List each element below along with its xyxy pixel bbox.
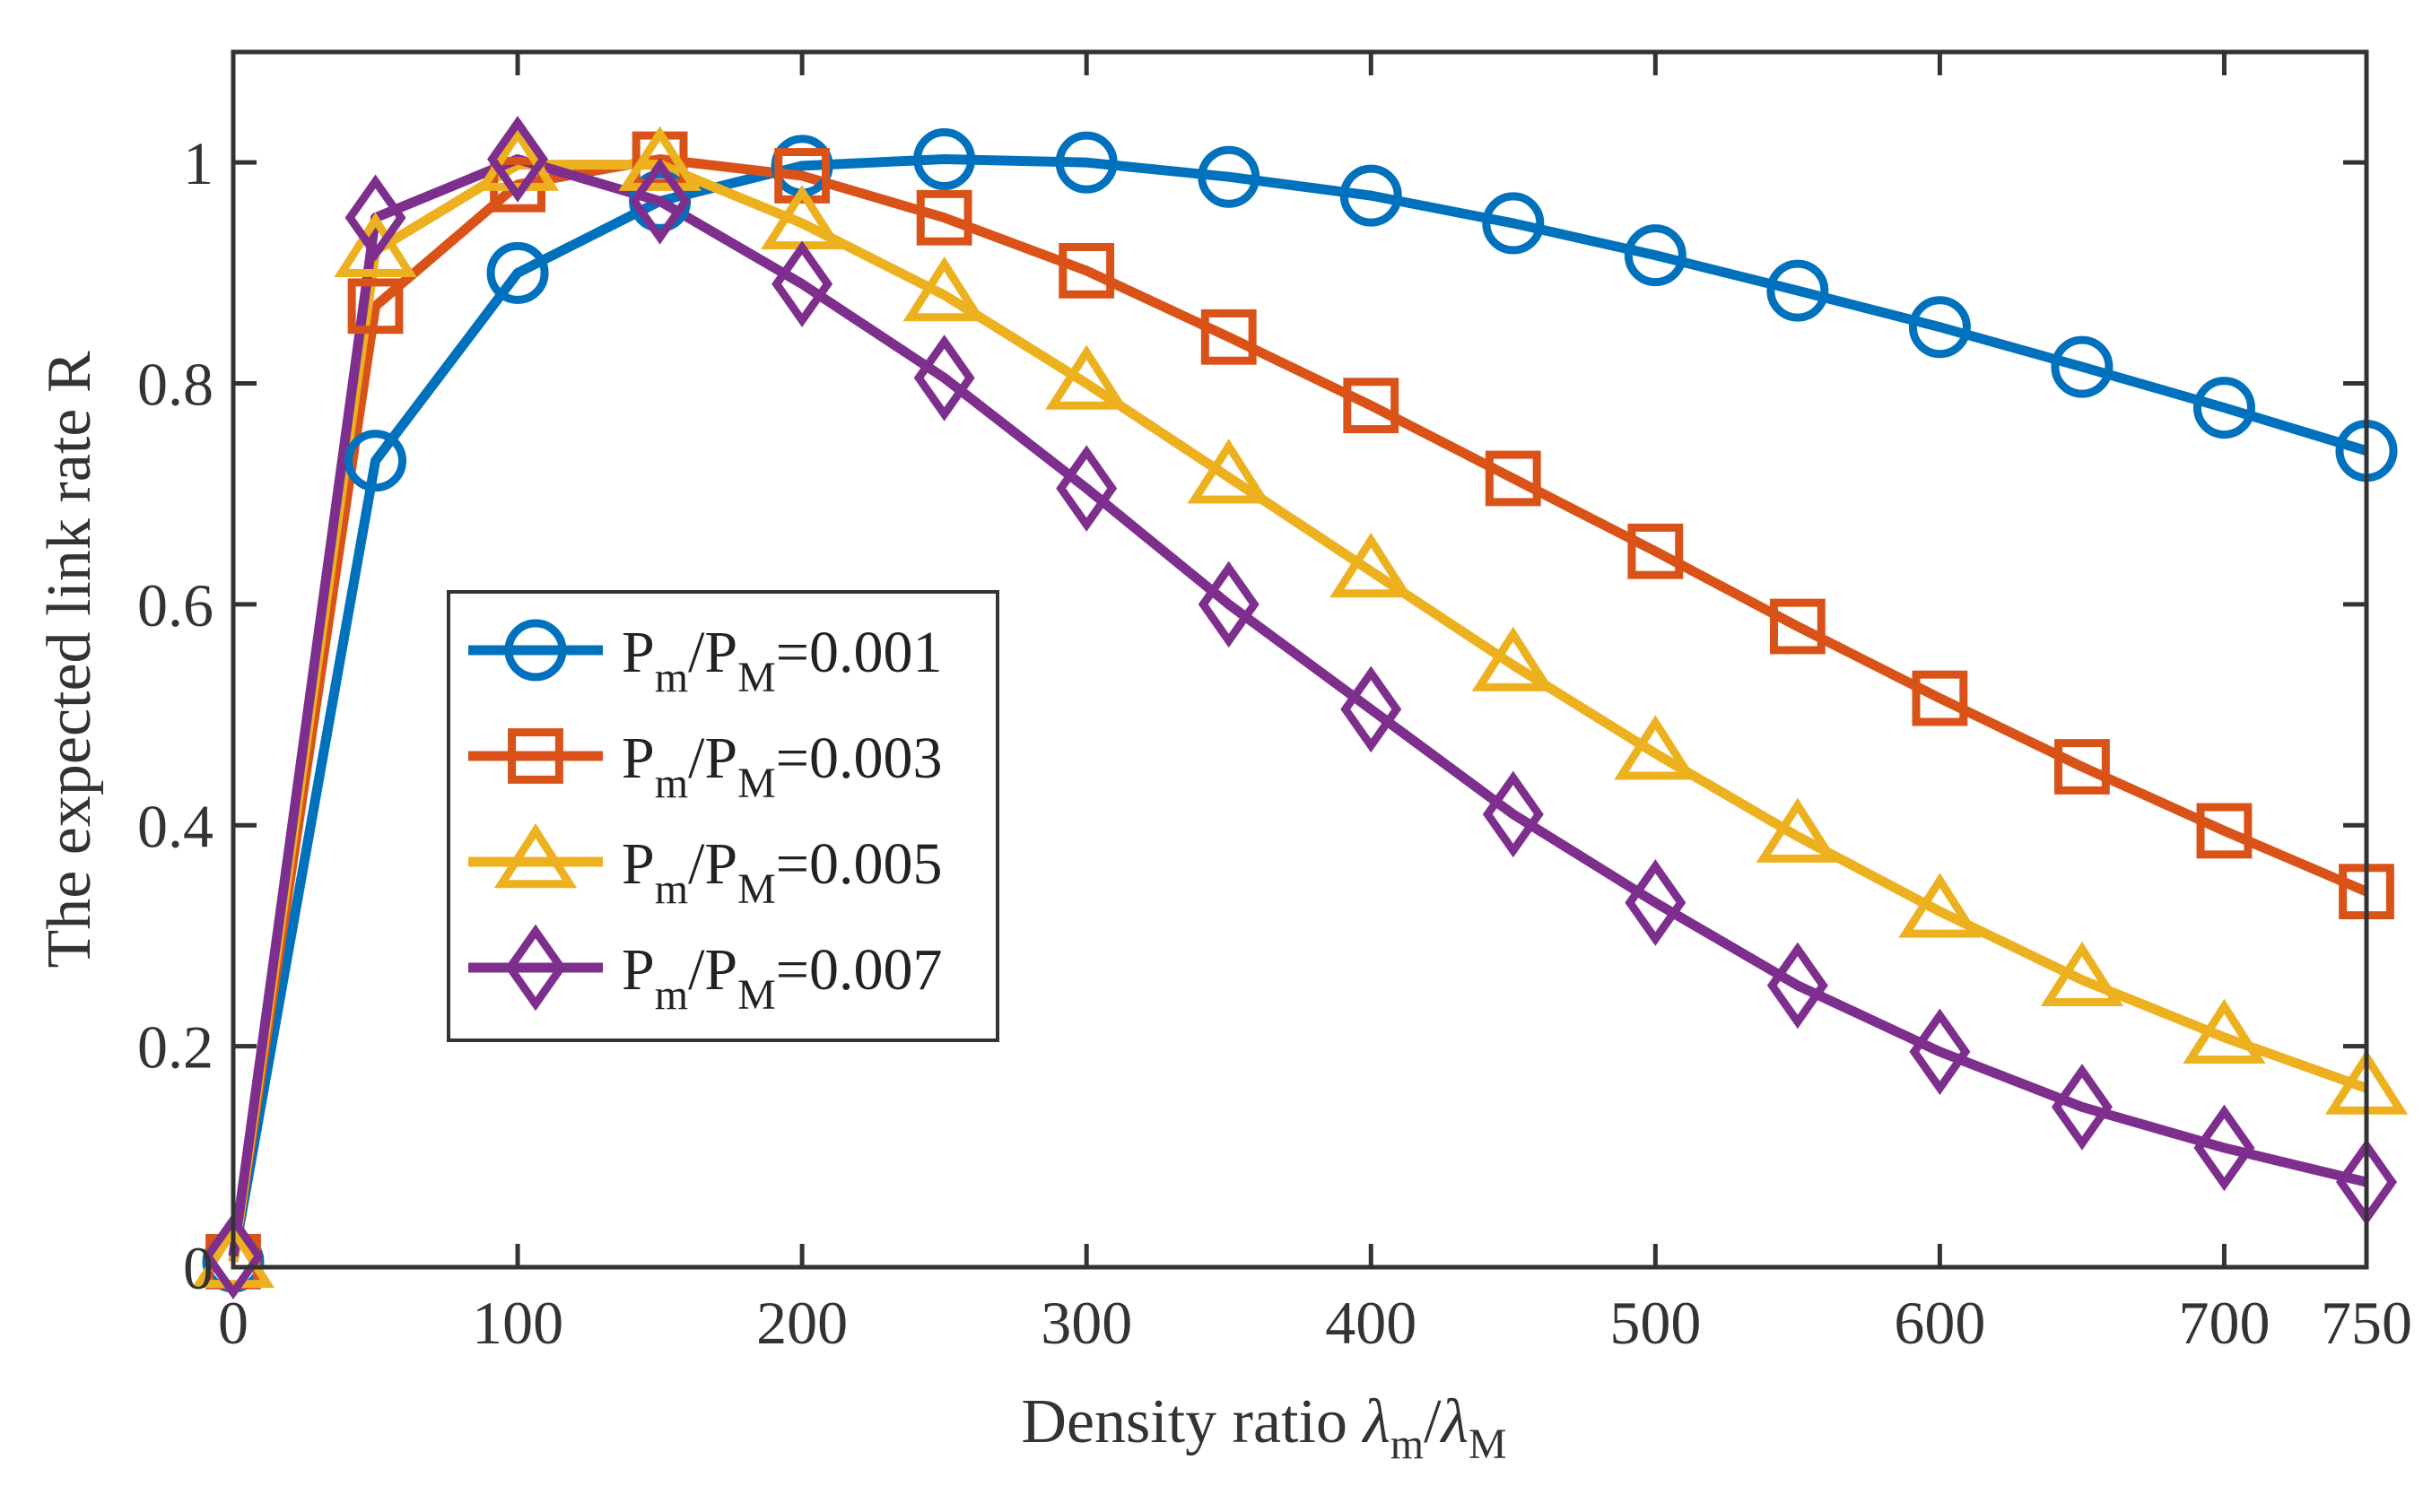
y-tick-label: 0.6 <box>137 571 214 639</box>
axis-labels: Density ratio λm/λM The expected link rat… <box>35 351 1507 1468</box>
data-point-s2-13 <box>2054 739 2110 795</box>
data-point-s1-11 <box>1766 259 1829 322</box>
data-point-s4-8 <box>1340 665 1402 753</box>
data-point-s2-5 <box>916 189 972 246</box>
legend-label: Pm/PM=0.003 <box>622 726 943 807</box>
legend-entry-4[interactable]: Pm/PM=0.007 <box>468 924 943 1020</box>
data-point-s1-7 <box>1198 145 1260 208</box>
data-point-s3-9 <box>1471 626 1555 691</box>
legend-marker <box>508 728 563 784</box>
data-point-s4-6 <box>1056 445 1118 532</box>
data-point-s2-10 <box>1627 523 1684 579</box>
data-point-s1-9 <box>1482 192 1545 255</box>
y-tick-label: 0.8 <box>137 351 214 419</box>
data-point-s1-5 <box>913 127 976 190</box>
x-tick-label: 100 <box>472 1289 563 1357</box>
data-point-s4-0 <box>202 1212 265 1300</box>
data-point-s1-14 <box>2192 377 2255 439</box>
legend-label: Pm/PM=0.001 <box>622 620 943 701</box>
series-line-1 <box>228 153 2368 1263</box>
data-point-s3-1 <box>334 212 417 277</box>
series-line-2 <box>228 153 2369 1263</box>
data-point-s3-7 <box>1187 439 1270 504</box>
data-point-s3-0 <box>191 1222 275 1289</box>
data-point-s4-10 <box>1625 859 1687 946</box>
data-point-s4-13 <box>2051 1064 2113 1151</box>
legend-marker <box>493 822 578 889</box>
data-point-s2-12 <box>1912 670 1968 726</box>
series-line-4 <box>228 153 2368 1257</box>
data-point-s3-13 <box>2040 941 2124 1006</box>
data-point-s3-5 <box>902 256 986 322</box>
plot-frame <box>231 49 2369 1270</box>
data-point-s1-1 <box>344 430 407 492</box>
data-point-s3-6 <box>1045 344 1129 410</box>
series-line-3 <box>228 160 2368 1263</box>
data-point-s2-11 <box>1769 598 1826 655</box>
data-point-s3-3 <box>618 126 702 191</box>
x-axis-label: Density ratio λm/λM <box>1021 1387 1506 1468</box>
data-point-s3-10 <box>1614 715 1697 780</box>
data-point-s2-9 <box>1485 450 1541 507</box>
legend-entry-3[interactable]: Pm/PM=0.005 <box>468 822 943 913</box>
x-tick-label: 200 <box>756 1289 848 1357</box>
data-point-s4-2 <box>487 116 549 203</box>
data-point-s1-6 <box>1055 131 1118 194</box>
x-tick-label: 700 <box>2178 1289 2270 1357</box>
data-point-s2-14 <box>2196 803 2253 859</box>
data-point-s3-11 <box>1756 797 1840 863</box>
series-lines <box>228 153 2369 1263</box>
x-tick-label: 400 <box>1325 1289 1416 1357</box>
legend-entry-1[interactable]: Pm/PM=0.001 <box>468 619 943 701</box>
x-tick-label: 300 <box>1041 1289 1132 1357</box>
x-tick-label: 0 <box>218 1289 248 1357</box>
data-point-s4-14 <box>2193 1104 2255 1192</box>
data-point-s3-8 <box>1329 532 1413 598</box>
data-point-s4-9 <box>1482 770 1544 858</box>
legend-label: Pm/PM=0.005 <box>622 831 943 913</box>
data-point-s4-5 <box>913 335 975 421</box>
data-point-s1-10 <box>1624 224 1687 287</box>
x-tick-label: 750 <box>2321 1289 2412 1357</box>
data-point-s1-12 <box>1908 296 1971 359</box>
data-point-s3-2 <box>475 126 560 191</box>
legend-label: Pm/PM=0.007 <box>622 937 943 1019</box>
data-point-s3-14 <box>2183 998 2266 1064</box>
data-point-s3-12 <box>1898 873 1982 938</box>
data-point-s4-11 <box>1766 942 1828 1030</box>
data-point-s4-7 <box>1198 560 1259 648</box>
legend-marker <box>504 619 567 682</box>
y-axis-label: The expected link rate R <box>35 351 104 968</box>
x-tick-label: 500 <box>1609 1289 1701 1357</box>
data-point-s4-1 <box>344 174 406 262</box>
y-tick-label: 0 <box>183 1234 214 1302</box>
data-point-s1-13 <box>2051 335 2114 398</box>
plot-border <box>231 49 2369 1270</box>
data-point-s1-2 <box>486 241 549 304</box>
data-point-s2-6 <box>1059 243 1115 299</box>
data-point-s4-3 <box>629 157 691 245</box>
data-point-s4-12 <box>1909 1008 1971 1096</box>
data-point-s2-1 <box>347 278 404 335</box>
series-markers <box>191 116 2409 1300</box>
legend-marker <box>504 924 567 1012</box>
data-point-s2-7 <box>1200 308 1257 365</box>
y-tick-label: 0.2 <box>137 1013 214 1082</box>
data-point-s1-8 <box>1339 164 1402 227</box>
legend-entry-2[interactable]: Pm/PM=0.003 <box>468 726 943 807</box>
y-tick-label: 1 <box>183 129 214 197</box>
y-tick-label: 0.4 <box>137 792 214 860</box>
data-point-s4-4 <box>771 240 833 328</box>
x-tick-label: 600 <box>1894 1289 1985 1357</box>
data-point-s2-8 <box>1343 378 1399 434</box>
axis-ticks: 0 100 200 300 400 500 600 700 750 0 0.2 0.4 0.6 0.8 1 <box>137 52 2412 1357</box>
legend[interactable]: Pm/PM=0.001 Pm/PM=0.003 Pm/PM=0.005 Pm/PM=0… <box>447 590 999 1042</box>
